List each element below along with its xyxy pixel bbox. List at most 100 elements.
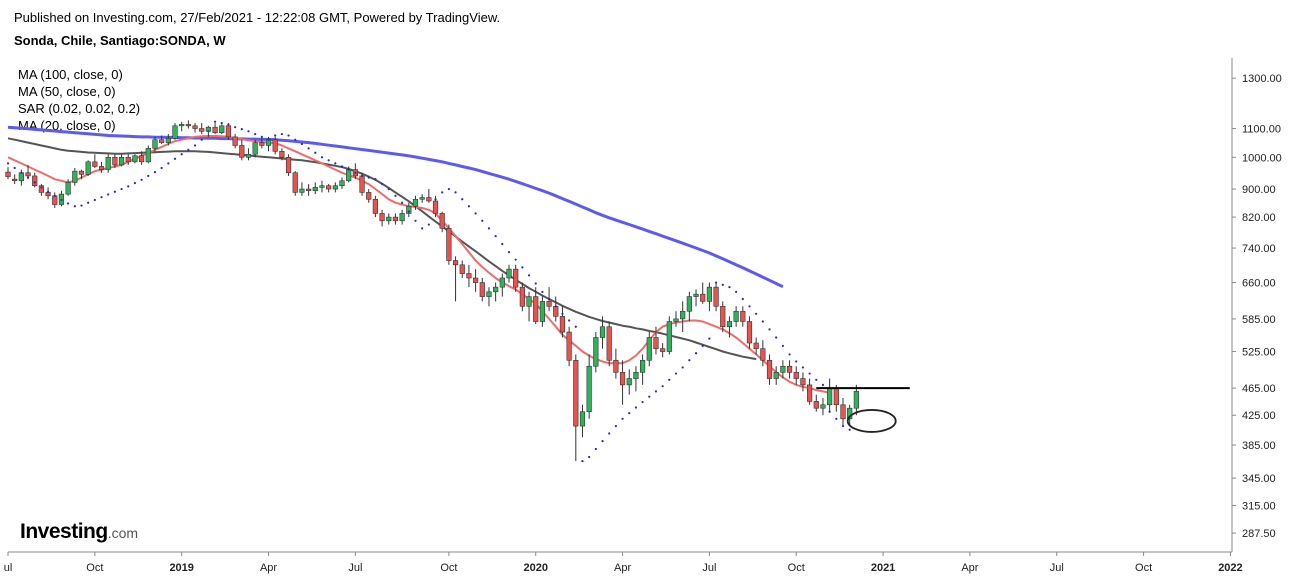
candle-body[interactable] bbox=[479, 282, 485, 297]
candle-body[interactable] bbox=[219, 125, 225, 133]
candle-body[interactable] bbox=[606, 326, 612, 361]
candle-body[interactable] bbox=[85, 161, 91, 175]
candle-body[interactable] bbox=[346, 169, 352, 182]
candle-body[interactable] bbox=[399, 213, 405, 222]
legend-item-sar[interactable]: SAR (0.02, 0.02, 0.2) bbox=[18, 101, 141, 116]
candle-body[interactable] bbox=[98, 166, 105, 170]
candle-body[interactable] bbox=[593, 337, 599, 367]
candle-body[interactable] bbox=[653, 337, 659, 349]
candle-body[interactable] bbox=[25, 172, 31, 177]
candle-body[interactable] bbox=[305, 188, 312, 192]
candle-body[interactable] bbox=[12, 178, 18, 182]
candle-body[interactable] bbox=[706, 286, 712, 302]
candle-body[interactable] bbox=[619, 372, 626, 386]
candle-body[interactable] bbox=[319, 185, 325, 188]
candle-body[interactable] bbox=[573, 359, 579, 427]
candle-body[interactable] bbox=[359, 175, 365, 193]
candle-body[interactable] bbox=[847, 407, 853, 420]
candle-body[interactable] bbox=[446, 228, 452, 261]
candle-body[interactable] bbox=[700, 293, 706, 302]
candle-body[interactable] bbox=[32, 175, 38, 187]
candle-body[interactable] bbox=[673, 318, 679, 322]
candle-body[interactable] bbox=[18, 172, 24, 182]
candle-body[interactable] bbox=[192, 125, 198, 129]
candle-body[interactable] bbox=[472, 277, 479, 283]
candle-body[interactable] bbox=[746, 321, 753, 344]
candle-body[interactable] bbox=[626, 378, 632, 386]
candle-body[interactable] bbox=[740, 310, 746, 322]
candle-body[interactable] bbox=[72, 170, 78, 183]
candle-body[interactable] bbox=[299, 188, 305, 193]
candle-body[interactable] bbox=[125, 156, 131, 163]
candle-body[interactable] bbox=[800, 378, 806, 386]
candle-body[interactable] bbox=[139, 155, 145, 163]
candle-body[interactable] bbox=[813, 401, 819, 409]
candle-body[interactable] bbox=[733, 310, 739, 322]
candle-body[interactable] bbox=[185, 124, 191, 127]
candle-body[interactable] bbox=[486, 291, 492, 297]
candle-body[interactable] bbox=[753, 342, 759, 349]
candle-body[interactable] bbox=[152, 139, 158, 149]
candle-body[interactable] bbox=[553, 305, 559, 317]
candle-body[interactable] bbox=[766, 359, 773, 379]
candle-body[interactable] bbox=[339, 180, 345, 187]
candle-body[interactable] bbox=[245, 153, 252, 158]
candle-body[interactable] bbox=[539, 301, 545, 322]
candle-body[interactable] bbox=[412, 198, 419, 207]
candle-body[interactable] bbox=[820, 404, 826, 409]
candle-body[interactable] bbox=[312, 187, 318, 192]
candle-body[interactable] bbox=[559, 316, 566, 333]
candle-body[interactable] bbox=[533, 296, 539, 322]
candle-body[interactable] bbox=[613, 359, 619, 373]
candle-body[interactable] bbox=[579, 411, 586, 427]
candle-body[interactable] bbox=[686, 296, 692, 312]
candle-body[interactable] bbox=[406, 205, 412, 214]
candle-body[interactable] bbox=[680, 310, 686, 320]
candle-body[interactable] bbox=[105, 156, 111, 170]
candle-body[interactable] bbox=[132, 155, 138, 163]
candle-body[interactable] bbox=[65, 182, 71, 195]
candle-body[interactable] bbox=[780, 365, 786, 373]
candle-body[interactable] bbox=[499, 277, 505, 288]
candle-body[interactable] bbox=[586, 365, 592, 413]
candle-body[interactable] bbox=[599, 326, 606, 338]
candle-body[interactable] bbox=[239, 145, 245, 158]
candle-body[interactable] bbox=[279, 151, 285, 158]
candle-body[interactable] bbox=[272, 139, 278, 152]
candle-body[interactable] bbox=[392, 216, 399, 222]
candle-body[interactable] bbox=[693, 293, 699, 297]
candle-body[interactable] bbox=[439, 213, 445, 229]
candle-body[interactable] bbox=[666, 321, 672, 352]
candle-body[interactable] bbox=[760, 348, 766, 361]
candle-body[interactable] bbox=[332, 185, 338, 190]
candle-body[interactable] bbox=[232, 136, 238, 146]
candle-body[interactable] bbox=[513, 268, 519, 288]
candle-body[interactable] bbox=[466, 273, 472, 279]
candle-body[interactable] bbox=[252, 142, 258, 155]
candle-body[interactable] bbox=[773, 372, 779, 379]
candle-body[interactable] bbox=[285, 156, 292, 174]
candle-body[interactable] bbox=[566, 331, 572, 361]
candle-body[interactable] bbox=[199, 128, 205, 132]
candle-body[interactable] bbox=[806, 384, 813, 402]
candle-body[interactable] bbox=[92, 161, 98, 167]
candle-body[interactable] bbox=[452, 260, 459, 266]
candle-body[interactable] bbox=[52, 195, 58, 205]
candle-body[interactable] bbox=[372, 198, 379, 214]
legend-item-ma100[interactable]: MA (100, close, 0) bbox=[18, 67, 123, 82]
candle-body[interactable] bbox=[5, 171, 11, 177]
candle-body[interactable] bbox=[726, 321, 733, 328]
candle-body[interactable] bbox=[179, 124, 185, 127]
candle-body[interactable] bbox=[646, 337, 652, 361]
candle-body[interactable] bbox=[660, 348, 666, 352]
candle-body[interactable] bbox=[366, 192, 372, 200]
candle-body[interactable] bbox=[225, 125, 232, 138]
candle-body[interactable] bbox=[713, 286, 719, 307]
candle-body[interactable] bbox=[45, 192, 51, 197]
candle-body[interactable] bbox=[639, 359, 646, 373]
candle-body[interactable] bbox=[292, 172, 298, 193]
candle-body[interactable] bbox=[426, 197, 432, 202]
candle-body[interactable] bbox=[493, 286, 499, 293]
candle-body[interactable] bbox=[212, 126, 218, 133]
candle-body[interactable] bbox=[259, 142, 265, 146]
